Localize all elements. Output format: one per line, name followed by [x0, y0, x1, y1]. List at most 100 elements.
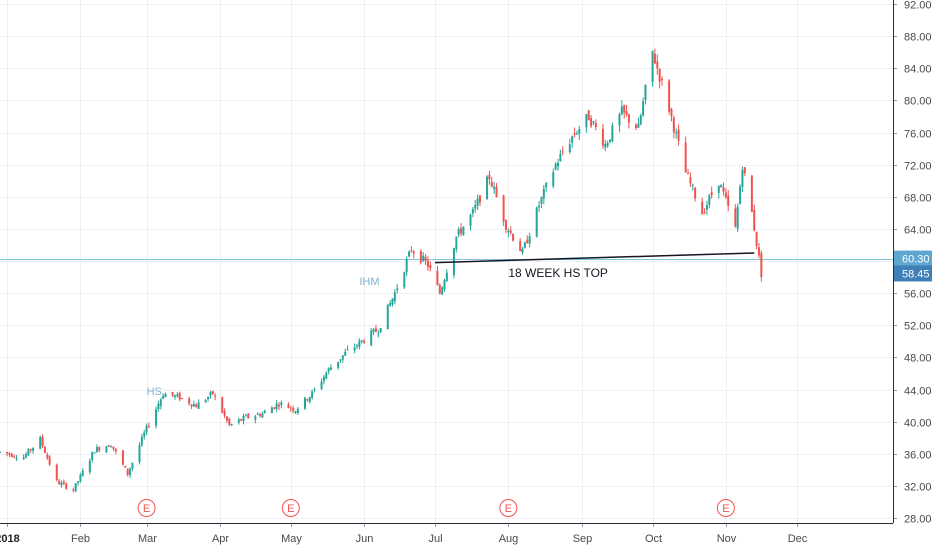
candle-down [573, 132, 576, 135]
candle-down [277, 404, 280, 407]
candle-up [642, 101, 645, 116]
candle-down [710, 192, 713, 196]
candle-up [27, 449, 30, 456]
candle-up [386, 304, 389, 330]
candle-down [48, 456, 51, 465]
candle-down [625, 111, 628, 115]
candle-up [337, 361, 340, 368]
candle-down [124, 465, 127, 468]
candle-down [661, 78, 664, 81]
candle-up [263, 411, 266, 414]
candle-up [244, 415, 247, 417]
candle-up [469, 214, 472, 226]
candle-down [757, 247, 760, 256]
candle-up [145, 425, 148, 433]
candle-up [358, 340, 361, 347]
price-tag [894, 265, 932, 282]
candle-up [311, 391, 314, 398]
candle-up [455, 236, 458, 250]
candle-up [521, 248, 524, 253]
candle-down [112, 446, 115, 449]
candle-down [722, 187, 725, 192]
y-tick-label: 80.00 [904, 96, 932, 108]
candle-down [240, 419, 243, 421]
candle-up [129, 468, 132, 476]
candle-down [727, 195, 730, 206]
candle-up [157, 403, 160, 410]
candle-down [410, 250, 413, 252]
candle-up [230, 424, 233, 426]
candle-down [509, 230, 512, 233]
annotation-label: 18 WEEK HS TOP [508, 266, 608, 280]
candle-down [490, 181, 493, 187]
candle-up [568, 144, 571, 153]
candle-down [561, 151, 564, 153]
candle-up [110, 446, 113, 448]
candle-down [670, 108, 673, 117]
candle-down [594, 122, 597, 128]
y-tick-label: 72.00 [904, 161, 932, 173]
candle-up [675, 132, 678, 134]
candle-up [74, 483, 77, 492]
candle-down [10, 454, 13, 457]
candle-down [724, 192, 727, 198]
candle-down [228, 418, 231, 425]
candle-down [750, 175, 753, 212]
candle-up [554, 163, 557, 170]
candle-up [237, 419, 240, 423]
candle-down [656, 61, 659, 69]
candle-up [138, 445, 141, 463]
candle-up [360, 340, 363, 342]
overlay-layer: 18 WEEK HS TOP IHM HS E E E E [137, 252, 755, 517]
candle-up [341, 355, 344, 360]
candle-down [701, 201, 704, 215]
candle-down [259, 414, 262, 417]
candle-up [736, 206, 739, 229]
candle-down [190, 404, 193, 407]
x-tick-label: Aug [499, 533, 519, 545]
candle-down [460, 228, 463, 234]
candle-up [296, 408, 299, 413]
y-tick-label: 32.00 [904, 482, 932, 494]
candle-up [25, 454, 28, 458]
candle-up [741, 170, 744, 187]
candle-down [121, 450, 124, 465]
candle-down [126, 468, 129, 475]
candle-up [552, 172, 555, 187]
earnings-marker [716, 499, 735, 517]
y-tick-label: 48.00 [904, 353, 932, 365]
candle-down [374, 328, 377, 332]
candle-up [32, 447, 35, 451]
candle-up [717, 185, 720, 193]
candle-down [743, 167, 746, 174]
price-tag-label: 58.45 [902, 268, 930, 280]
candle-up [164, 393, 167, 398]
candle-down [55, 464, 58, 481]
candle-up [327, 368, 330, 372]
candle-down [147, 425, 150, 427]
earnings-marker [281, 499, 300, 517]
candle-down [438, 285, 441, 294]
y-tick-label: 52.00 [904, 321, 932, 333]
x-tick-label: Apr [212, 533, 229, 545]
x-tick-label: Nov [717, 533, 737, 545]
y-tick-label: 88.00 [904, 32, 932, 44]
candle-up [176, 394, 179, 397]
candle-down [689, 177, 692, 184]
candle-up [372, 329, 375, 332]
price-tag-label: 60.30 [902, 254, 930, 266]
candle-down [289, 407, 292, 409]
candle-down [181, 398, 184, 400]
candle-up [486, 176, 489, 200]
y-tick-label: 92.00 [904, 0, 932, 12]
candle-up [391, 298, 394, 305]
candle-up [79, 474, 82, 482]
candle-up [60, 482, 63, 486]
candle-down [412, 251, 415, 254]
candle-up [545, 182, 548, 188]
candle-down [43, 447, 46, 454]
candle-up [370, 330, 373, 346]
earnings-marker-label: E [143, 503, 150, 515]
candle-down [512, 233, 515, 241]
candle-down [225, 416, 228, 421]
